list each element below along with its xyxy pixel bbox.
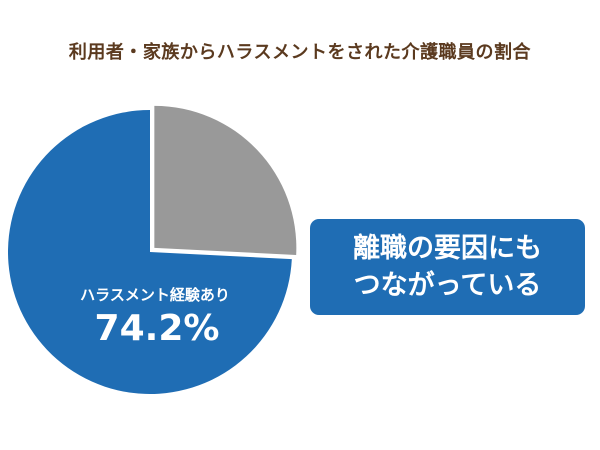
pie-slice-0 (8, 110, 292, 395)
callout-line-1: 離職の要因にも (353, 233, 542, 264)
callout-box: 離職の要因にも つながっている (310, 219, 585, 315)
chart-title: 利用者・家族からハラスメントをされた介護職員の割合 (68, 42, 532, 63)
callout-line-2: つながっている (353, 270, 542, 301)
slice-value-harassment: 74.2% (95, 308, 220, 349)
pie-slice-1 (154, 105, 297, 256)
slice-label-harassment: ハラスメント経験あり (80, 286, 230, 304)
